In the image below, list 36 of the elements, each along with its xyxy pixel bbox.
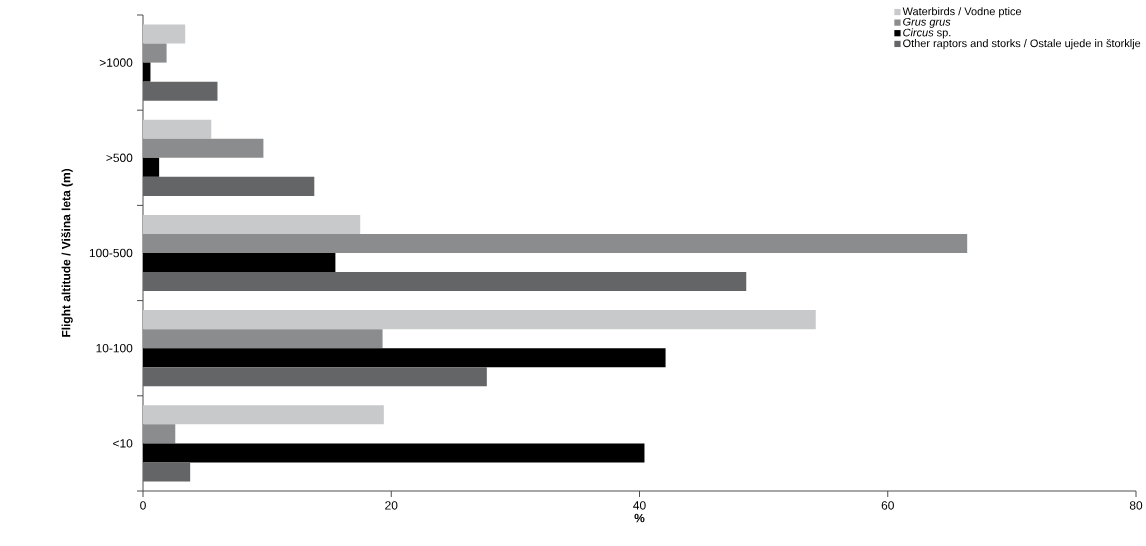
y-tick-label: 10-100 (96, 343, 133, 353)
x-tick-label: 40 (633, 501, 646, 510)
y-tick-label: >500 (106, 153, 133, 163)
bar (143, 462, 191, 482)
bar (143, 253, 336, 273)
legend-label: Grus grus (903, 17, 951, 28)
legend-label: Circus sp. (903, 28, 951, 39)
y-tick-label: 100-500 (89, 248, 133, 258)
bar (143, 138, 264, 158)
y-tick-label: <10 (113, 439, 133, 448)
bar (143, 348, 666, 368)
legend-label: Waterbirds / Vodne ptice (902, 7, 1022, 18)
x-axis-title: % (634, 513, 645, 523)
bar (143, 443, 645, 463)
bar (143, 157, 160, 177)
bar (143, 424, 176, 444)
bar (143, 176, 315, 196)
y-axis-title: Flight altitude / Višina leta (m) (61, 168, 73, 337)
bar (143, 367, 487, 387)
bar (143, 214, 361, 234)
bar (143, 43, 167, 63)
legend-label: Other raptors and storks / Ostale ujede in štorklje (903, 39, 1141, 50)
bar (143, 24, 186, 44)
bar (143, 405, 384, 425)
bar (143, 233, 968, 253)
bar (143, 272, 747, 292)
x-tick-label: 20 (385, 501, 398, 510)
bar (143, 62, 151, 82)
bar (143, 310, 816, 330)
bar (143, 119, 212, 139)
bar (143, 81, 218, 101)
x-tick-label: 80 (1129, 501, 1143, 510)
y-tick-label: >1000 (99, 58, 133, 67)
x-tick-label: 60 (881, 501, 894, 510)
x-tick-label: 0 (140, 501, 146, 510)
bar (143, 329, 383, 349)
